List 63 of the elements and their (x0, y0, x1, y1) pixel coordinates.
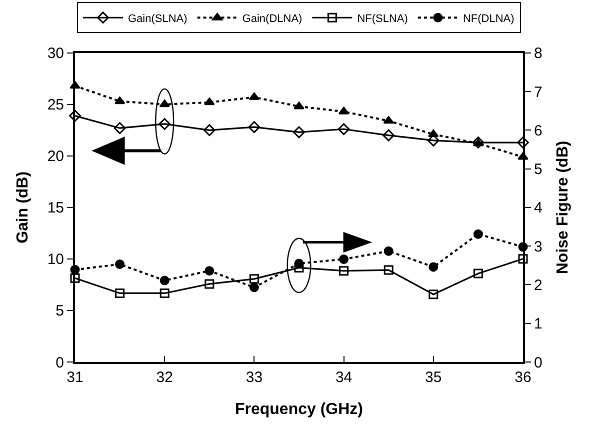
y-tick-label: 5 (56, 302, 64, 320)
x-tick-label: 32 (156, 369, 173, 386)
point (69, 110, 81, 122)
y2-tick-label: 3 (534, 238, 542, 256)
x-axis-title: Frequency (GHz) (234, 401, 364, 418)
x-tick-label: 34 (335, 369, 352, 386)
point (294, 262, 304, 272)
y2-tick-label: 8 (534, 45, 542, 62)
point (428, 290, 438, 300)
point (338, 123, 350, 136)
point (249, 282, 259, 292)
y-tick-label: 20 (47, 148, 64, 166)
point (384, 246, 394, 256)
x-tick-label: 35 (425, 369, 442, 386)
y-tick-label: 15 (47, 200, 64, 217)
point (383, 116, 394, 124)
point (473, 268, 483, 278)
legend-label: Gain(SLNA) (128, 12, 188, 25)
point (204, 98, 215, 106)
point (293, 126, 305, 138)
x-tick-label: 36 (514, 369, 532, 386)
point (114, 122, 126, 134)
y2-tick-label: 0 (534, 354, 542, 372)
y-axis-title: Gain (dB) (14, 171, 32, 244)
legend-label: NF(DLNA) (462, 12, 514, 25)
point (518, 254, 528, 264)
point (294, 102, 304, 110)
point (70, 273, 80, 283)
point (249, 274, 259, 284)
point (115, 288, 125, 298)
y2-tick-label: 4 (534, 200, 542, 217)
point (473, 229, 483, 239)
point (204, 279, 214, 289)
point (160, 288, 170, 298)
y-tick-label: 10 (47, 251, 64, 268)
point (158, 118, 171, 130)
legend-label: NF(SLNA) (357, 12, 408, 25)
y-tick-label: 30 (47, 45, 64, 62)
y2-tick-label: 5 (534, 161, 542, 178)
point (384, 265, 394, 275)
point (294, 258, 304, 268)
point (339, 266, 349, 276)
point (517, 136, 529, 148)
point (159, 100, 170, 108)
point (339, 254, 349, 264)
point (160, 276, 170, 286)
y2-tick-label: 1 (534, 316, 542, 333)
y-tick-label: 25 (47, 96, 64, 114)
legend-label: Gain(DLNA) (242, 12, 302, 25)
point (428, 130, 439, 138)
point (203, 124, 216, 136)
x-tick-label: 33 (246, 369, 263, 386)
y2-tick-label: 2 (534, 276, 542, 294)
point (204, 266, 214, 276)
y2-tick-label: 6 (534, 122, 542, 140)
y2-axis-title: Noise Figure (dB) (554, 140, 572, 274)
y-tick-label: 0 (56, 354, 64, 372)
y2-tick-label: 7 (534, 84, 542, 101)
point (382, 129, 395, 142)
point (428, 262, 438, 272)
point (115, 259, 125, 269)
point (248, 121, 260, 134)
x-tick-label: 31 (66, 369, 84, 386)
